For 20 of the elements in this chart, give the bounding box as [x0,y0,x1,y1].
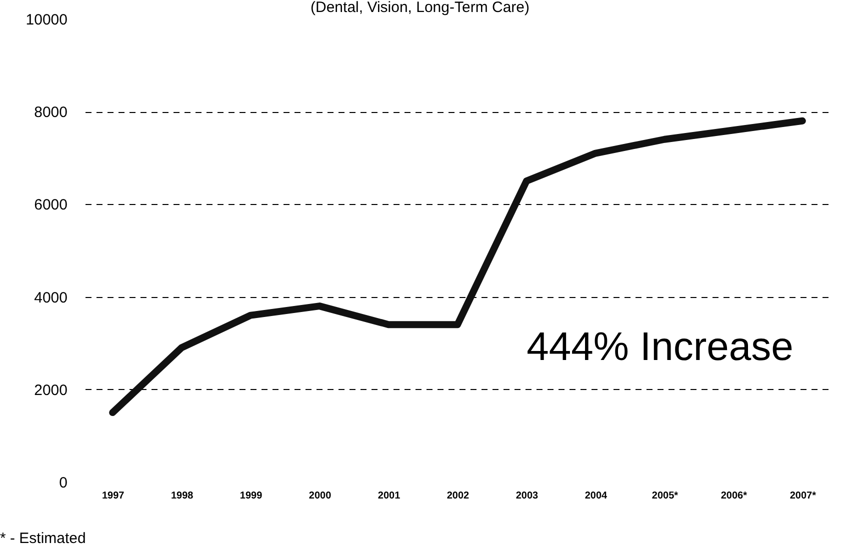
y-tick-label: 2000 [34,382,68,399]
annotation: 444% Increase [526,325,794,369]
x-tick-label: 1999 [240,490,263,502]
x-tick-label: 1998 [170,490,194,502]
x-tick-label: 2001 [378,490,401,502]
y-tick-label: 4000 [34,289,68,306]
y-tick-label: 8000 [34,104,68,122]
x-tick-label: 1997 [102,490,125,502]
chart-subtitle: (Dental, Vision, Long-Term Care) [310,0,530,16]
y-tick-label: 6000 [34,196,68,214]
y-tick-label: 10000 [26,12,68,28]
x-tick-label: 2002 [446,490,470,502]
x-tick-label: 2004 [584,490,608,502]
x-tick-label: 2006* [720,490,748,502]
x-tick-label: 2000 [308,490,332,502]
text: * - Estimated [0,530,86,547]
x-tick-label: 2007* [790,490,816,502]
x-tick-label: 2003 [516,490,539,502]
y-tick-label: 0 [59,474,68,492]
x-tick-label: 2005* [652,490,678,502]
